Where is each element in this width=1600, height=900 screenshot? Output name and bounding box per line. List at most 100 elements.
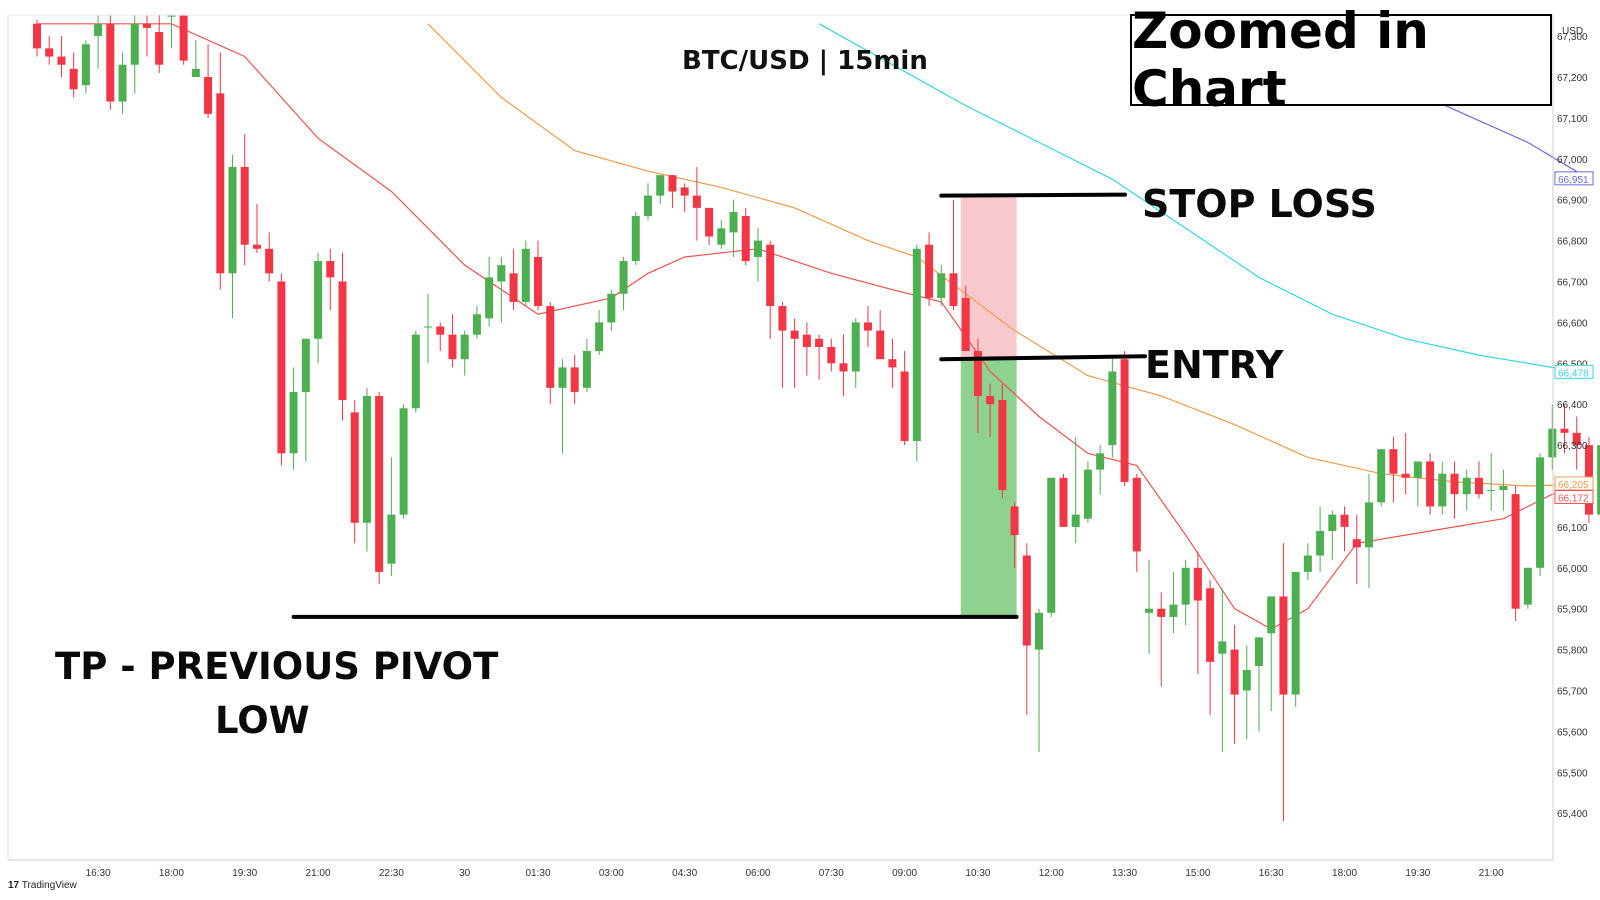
candle-body bbox=[81, 44, 90, 86]
y-axis-ticks: 67,300 67,200 67,100 67,000 66,900 66,800 66,7… bbox=[1557, 32, 1588, 820]
candle bbox=[1438, 461, 1447, 515]
y-tick-label: 66,700 bbox=[1557, 278, 1588, 289]
candle bbox=[570, 355, 579, 405]
candle-body bbox=[69, 68, 78, 90]
candle bbox=[448, 314, 457, 368]
candle bbox=[876, 310, 885, 360]
candle-body bbox=[1523, 567, 1532, 605]
candle bbox=[961, 285, 970, 352]
candle-body bbox=[949, 273, 958, 307]
entry-label: ENTRY bbox=[1145, 343, 1284, 387]
candle-body bbox=[314, 261, 323, 339]
candle-body bbox=[1316, 530, 1325, 556]
x-axis-ticks: 16:30 18:00 19:30 21:00 22:30 30 01:30 03:00 04:… bbox=[86, 868, 1505, 879]
stop-loss-zone bbox=[960, 195, 1017, 360]
price-tag-label: 66,951 bbox=[1558, 175, 1589, 186]
candle-body bbox=[1035, 612, 1044, 650]
y-tick-label: 65,600 bbox=[1557, 727, 1588, 738]
candle-body bbox=[130, 23, 139, 65]
candle-body bbox=[1303, 555, 1312, 572]
candle bbox=[1083, 461, 1092, 523]
candle-body bbox=[1047, 477, 1056, 613]
candle-body bbox=[961, 297, 970, 352]
candle bbox=[1426, 453, 1435, 515]
candle-body bbox=[1010, 506, 1019, 536]
y-tick-label: 66,300 bbox=[1557, 441, 1588, 452]
candle bbox=[191, 40, 200, 77]
candle bbox=[1499, 469, 1508, 511]
candle-body bbox=[1169, 604, 1178, 617]
candle-body bbox=[45, 48, 54, 57]
candle-body bbox=[668, 175, 677, 192]
candle bbox=[228, 154, 237, 319]
candle bbox=[1010, 502, 1019, 568]
candle-body bbox=[350, 412, 359, 523]
candle-body bbox=[118, 64, 127, 102]
candle bbox=[631, 211, 640, 266]
candle bbox=[668, 175, 677, 208]
candle-body bbox=[729, 211, 738, 233]
candle bbox=[436, 322, 445, 352]
price-tag-label: 66,172 bbox=[1558, 493, 1589, 504]
candle-body bbox=[1267, 596, 1276, 634]
price-tag-box bbox=[1554, 489, 1594, 504]
candle bbox=[802, 322, 811, 376]
tradingview-brand[interactable]: 17 TradingView bbox=[8, 880, 77, 891]
candle bbox=[472, 306, 481, 339]
candle-body bbox=[106, 23, 115, 102]
candle bbox=[839, 334, 848, 397]
candle bbox=[1157, 592, 1166, 687]
plot-area[interactable] bbox=[33, 15, 1600, 822]
candle-body bbox=[1597, 445, 1600, 515]
candle bbox=[1474, 461, 1483, 499]
candle bbox=[1022, 543, 1031, 716]
candle-body bbox=[228, 166, 237, 274]
y-tick-label: 65,900 bbox=[1557, 605, 1588, 616]
candle bbox=[656, 175, 665, 204]
candle-body bbox=[827, 346, 836, 364]
candle bbox=[741, 207, 750, 266]
price-tag-label: 66,478 bbox=[1558, 368, 1589, 379]
candle bbox=[1572, 416, 1581, 470]
candle bbox=[411, 330, 420, 413]
candle bbox=[81, 40, 90, 94]
x-tick-label: 19:30 bbox=[232, 868, 257, 879]
candle-body bbox=[1548, 428, 1557, 458]
candle bbox=[106, 15, 115, 110]
chart-title: BTC/USD | 15min bbox=[682, 46, 928, 76]
candle-body bbox=[252, 244, 261, 249]
candle-body bbox=[1560, 428, 1569, 433]
entry-line bbox=[939, 354, 1147, 362]
candle-body bbox=[142, 23, 151, 28]
candle-body bbox=[1536, 457, 1545, 568]
candle bbox=[912, 244, 921, 462]
candle-body bbox=[1401, 473, 1410, 478]
candle bbox=[851, 318, 860, 388]
candle bbox=[375, 391, 384, 585]
candle-body bbox=[265, 248, 274, 274]
candle bbox=[1597, 445, 1600, 515]
candle bbox=[815, 334, 824, 380]
candle-body bbox=[33, 23, 41, 49]
candle bbox=[509, 248, 518, 311]
zoom-label: Zoomed in Chart bbox=[1132, 2, 1429, 118]
candle-body bbox=[1413, 461, 1422, 478]
candle bbox=[1303, 543, 1312, 581]
candle bbox=[1377, 449, 1386, 507]
candle bbox=[900, 351, 909, 446]
candle bbox=[1487, 453, 1496, 511]
candle-body bbox=[1340, 514, 1349, 527]
candle bbox=[949, 199, 958, 311]
candle bbox=[240, 134, 249, 266]
candle-body bbox=[595, 322, 604, 352]
candle-body bbox=[1083, 469, 1092, 519]
candle bbox=[766, 240, 775, 339]
candle-body bbox=[1462, 477, 1471, 495]
candle bbox=[1560, 404, 1569, 454]
candle-body bbox=[167, 15, 176, 17]
x-tick-label: 22:30 bbox=[379, 868, 404, 879]
candle bbox=[1230, 625, 1239, 744]
candle-body bbox=[326, 261, 335, 278]
candle-body bbox=[424, 326, 433, 328]
